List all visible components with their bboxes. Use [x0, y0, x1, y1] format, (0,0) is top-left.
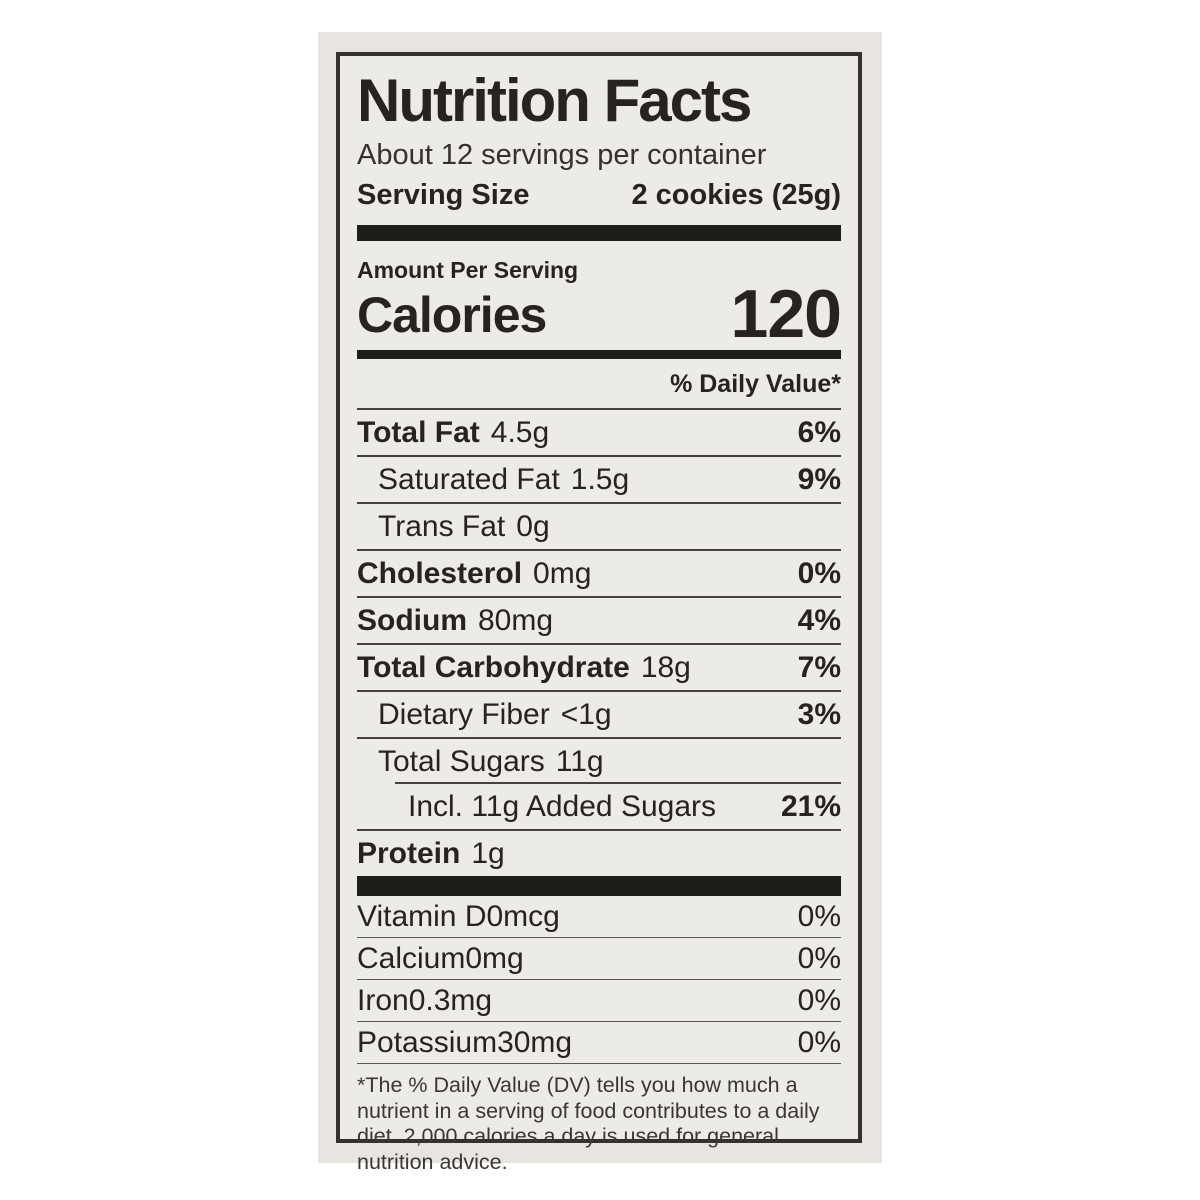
nutrient-name: Dietary Fiber <1g — [378, 698, 612, 731]
nutrient-row: Cholesterol 0mg 0% — [357, 551, 841, 598]
serving-size-row: Serving Size 2 cookies (25g) — [357, 179, 841, 212]
nutrient-row: Iron0.3mg 0% — [357, 980, 841, 1022]
nutrient-daily-value: 3% — [797, 698, 841, 731]
nutrient-row: Protein 1g — [357, 831, 841, 876]
micronutrient-rows: Vitamin D0mcg 0% Calcium0mg 0% Iron0.3mg 0% Po… — [357, 896, 841, 1064]
nutrient-name: Iron0.3mg — [357, 983, 493, 1017]
serving-size-label: Serving Size — [357, 179, 530, 211]
nutrient-row: Total Fat 4.5g 6% — [357, 410, 841, 457]
nutrient-daily-value: 0% — [797, 1025, 841, 1059]
nutrient-row: Sodium 80mg 4% — [357, 598, 841, 645]
medium-divider-calories — [357, 350, 841, 359]
nutrient-name: Total Fat 4.5g — [357, 416, 550, 449]
calories-value: 120 — [730, 276, 842, 352]
calories-label: Calories — [357, 287, 547, 343]
nutrient-daily-value: 0% — [797, 899, 841, 933]
nutrient-daily-value: 6% — [797, 416, 841, 449]
thick-divider-bottom — [357, 876, 841, 896]
nutrient-row: Incl. 11g Added Sugars 21% — [357, 784, 841, 831]
nutrient-name: Cholesterol 0mg — [357, 557, 592, 590]
nutrient-name: Trans Fat 0g — [378, 510, 550, 543]
nutrient-name: Potassium30mg — [357, 1025, 573, 1059]
servings-per-container: About 12 servings per container — [357, 139, 767, 171]
nutrient-name: Total Carbohydrate 18g — [357, 651, 691, 684]
nutrient-row: Trans Fat 0g — [357, 504, 841, 551]
amount-per-serving-label: Amount Per Serving — [357, 257, 579, 283]
nutrient-row: Calcium0mg 0% — [357, 938, 841, 980]
nutrient-row: Potassium30mg 0% — [357, 1022, 841, 1064]
nutrient-daily-value: 0% — [797, 983, 841, 1017]
daily-value-footnote: *The % Daily Value (DV) tells you how mu… — [357, 1073, 820, 1174]
serving-size-value: 2 cookies (25g) — [631, 179, 841, 211]
nutrient-row: Dietary Fiber <1g 3% — [357, 692, 841, 739]
nutrient-row: Vitamin D0mcg 0% — [357, 896, 841, 938]
nutrient-row: Saturated Fat 1.5g 9% — [357, 457, 841, 504]
nutrient-name: Sodium 80mg — [357, 604, 554, 637]
nutrient-name: Saturated Fat 1.5g — [378, 463, 630, 496]
calories-row: Calories 120 — [357, 276, 842, 352]
nutrient-daily-value: 0% — [797, 941, 841, 975]
nutrient-name: Total Sugars 11g — [378, 745, 604, 778]
nutrient-name: Calcium0mg — [357, 941, 524, 975]
product-package-photo: Nutrition Facts About 12 servings per co… — [318, 32, 882, 1174]
nutrient-daily-value: 9% — [797, 463, 841, 496]
daily-value-header: % Daily Value* — [357, 359, 841, 410]
nutrient-row: Total Sugars 11g — [357, 739, 841, 784]
nutrient-name: Protein 1g — [357, 837, 505, 870]
nutrient-name: Vitamin D0mcg — [357, 899, 560, 933]
nutrition-facts-panel: Nutrition Facts About 12 servings per co… — [336, 52, 862, 1174]
nutrient-row: Total Carbohydrate 18g 7% — [357, 645, 841, 692]
nutrient-daily-value: 4% — [797, 604, 841, 637]
nutrition-facts-title: Nutrition Facts — [357, 67, 752, 134]
nutrient-name: Incl. 11g Added Sugars — [408, 790, 716, 823]
nutrient-daily-value: 7% — [797, 651, 841, 684]
nutrient-rows: Total Fat 4.5g 6% Saturated Fat 1.5g 9% Trans … — [357, 410, 841, 876]
nutrient-daily-value: 0% — [797, 557, 841, 590]
nutrient-daily-value: 21% — [780, 790, 841, 823]
thick-divider-top — [357, 225, 841, 241]
